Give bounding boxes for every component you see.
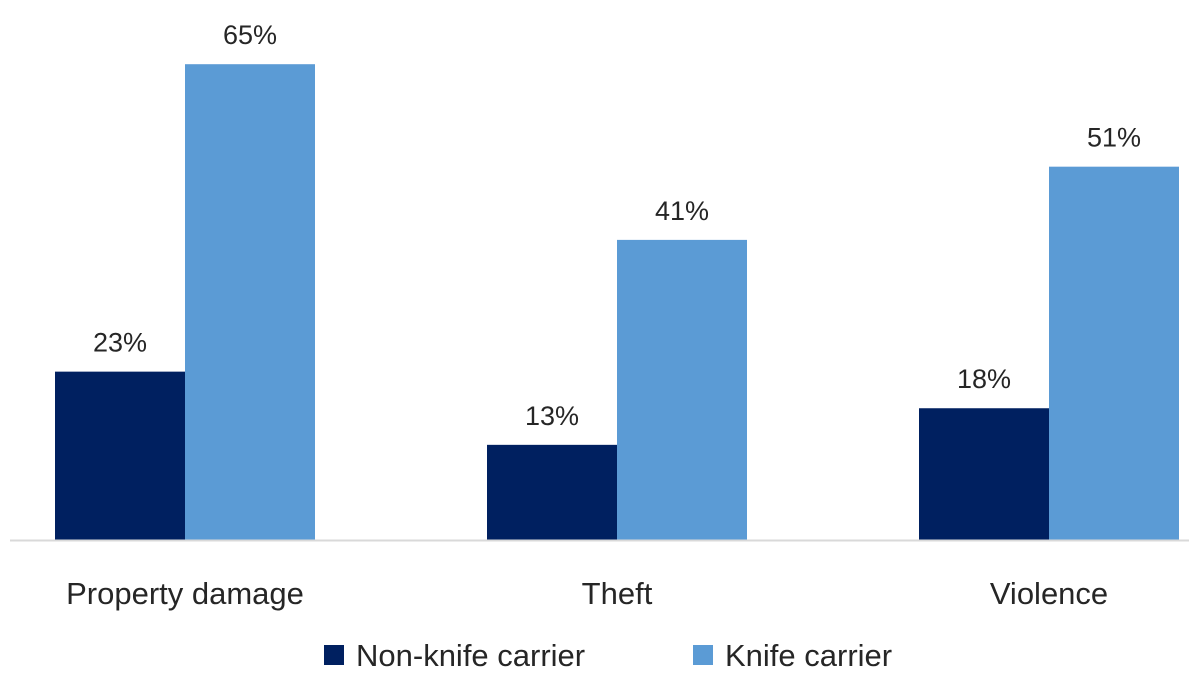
bar-non-knife-carrier-violence (919, 408, 1049, 540)
bar-knife-carrier-property-damage (185, 64, 315, 540)
bar-non-knife-carrier-theft (487, 444, 617, 540)
value-label-knife-carrier-theft: 41% (655, 196, 709, 226)
value-labels-layer: 23% 65% 13% 41% 18% 51% (93, 20, 1141, 431)
legend-swatch-non-knife-carrier (324, 645, 344, 665)
legend-item-non-knife-carrier: Non-knife carrier (324, 638, 585, 673)
bar-knife-carrier-theft (617, 239, 747, 540)
category-label-property-damage: Property damage (66, 576, 304, 611)
legend-item-knife-carrier: Knife carrier (693, 638, 892, 673)
value-label-non-knife-carrier-theft: 13% (525, 401, 579, 431)
bars-layer (55, 64, 1179, 540)
legend-label-non-knife-carrier: Non-knife carrier (356, 638, 585, 673)
value-label-knife-carrier-violence: 51% (1087, 123, 1141, 153)
legend-swatch-knife-carrier (693, 645, 713, 665)
value-label-knife-carrier-property-damage: 65% (223, 20, 277, 50)
legend: Non-knife carrier Knife carrier (324, 638, 892, 673)
value-label-non-knife-carrier-property-damage: 23% (93, 328, 147, 358)
bar-knife-carrier-violence (1049, 166, 1179, 540)
category-labels-layer: Property damage Theft Violence (66, 576, 1108, 611)
category-label-theft: Theft (582, 576, 653, 611)
legend-label-knife-carrier: Knife carrier (725, 638, 892, 673)
value-label-non-knife-carrier-violence: 18% (957, 364, 1011, 394)
bar-non-knife-carrier-property-damage (55, 371, 185, 540)
category-label-violence: Violence (990, 576, 1108, 611)
